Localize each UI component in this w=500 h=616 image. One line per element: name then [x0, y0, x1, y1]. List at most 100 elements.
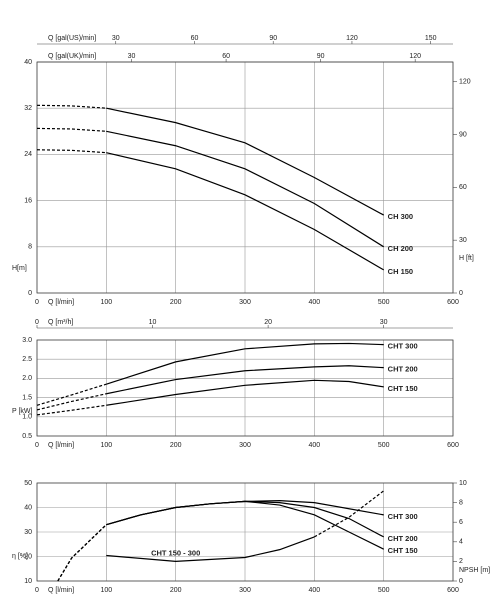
top-axis-tick-label: 30 — [128, 53, 136, 60]
x-tick-label: 400 — [308, 587, 320, 594]
x-tick-label: 400 — [308, 442, 320, 449]
y-tick-label: 8 — [28, 244, 32, 251]
curve — [106, 130, 384, 248]
y-tick-label: 1.5 — [22, 394, 32, 401]
x-tick-label: 100 — [100, 587, 112, 594]
x-tick-label: 600 — [447, 299, 459, 306]
x-tick-label: 300 — [239, 299, 251, 306]
y2-tick-label: 0 — [459, 578, 463, 585]
x-tick-label: 0 — [35, 442, 39, 449]
top-axis-tick-label: 120 — [409, 53, 421, 60]
series-label bold: CHT 150 - 300 — [151, 548, 200, 557]
x-tick-label: 0 — [35, 587, 39, 594]
series-label: CHT 150 — [388, 384, 418, 393]
top-axis-tick-label: 0 — [35, 319, 39, 326]
curve-extrapolated — [36, 383, 107, 406]
x-tick-label: 100 — [100, 442, 112, 449]
y2-tick-label: 30 — [459, 237, 467, 244]
y2-axis-label: H [ft] — [459, 255, 474, 262]
y-tick-label: 40 — [24, 504, 32, 511]
series-label: CH 300 — [388, 212, 413, 221]
y2-tick-label: 2 — [459, 558, 463, 565]
series-label: CHT 150 — [388, 546, 418, 555]
y2-tick-label: 10 — [459, 480, 467, 487]
x-tick-label: 600 — [447, 587, 459, 594]
top-axis-tick-label: 150 — [425, 35, 437, 42]
y-tick-label: 0 — [28, 290, 32, 297]
curve — [106, 536, 315, 563]
x-tick-label: 500 — [378, 442, 390, 449]
y-axis-label: P [kW] — [12, 408, 33, 415]
series-label: CH 200 — [388, 244, 413, 253]
y2-tick-label: 6 — [459, 519, 463, 526]
y-axis-label: η [%] — [12, 553, 28, 560]
curve-extrapolated — [36, 393, 107, 411]
top-axis-tick-label: 90 — [317, 53, 325, 60]
x-tick-label: 500 — [378, 299, 390, 306]
y-tick-label: 2.5 — [22, 356, 32, 363]
y-tick-label: 1.0 — [22, 414, 32, 421]
series-label: CHT 200 — [388, 365, 418, 374]
x-tick-label: 300 — [239, 587, 251, 594]
y2-axis-label: NPSH [m] — [459, 567, 490, 574]
x-tick-label: 0 — [35, 299, 39, 306]
curve — [106, 365, 384, 395]
top-axis-tick-label: 30 — [112, 35, 120, 42]
y-tick-label: 20 — [24, 553, 32, 560]
y2-tick-label: 0 — [459, 290, 463, 297]
curve-extrapolated — [57, 524, 107, 582]
y-tick-label: 32 — [24, 105, 32, 112]
curve-extrapolated — [36, 149, 107, 154]
x-tick-label: 100 — [100, 299, 112, 306]
y-tick-label: 24 — [24, 151, 32, 158]
top-axis-tick-label: 60 — [191, 35, 199, 42]
y-tick-label: 50 — [24, 480, 32, 487]
x-tick-label: 300 — [239, 442, 251, 449]
curve — [106, 342, 384, 385]
top-axis-tick-label: 20 — [264, 319, 272, 326]
curve-extrapolated — [314, 490, 385, 538]
y2-tick-label: 60 — [459, 184, 467, 191]
x-tick-label: 200 — [170, 442, 182, 449]
top-axis-tick-label: 10 — [149, 319, 157, 326]
y-tick-label: 0.5 — [22, 433, 32, 440]
x-axis-label: Q [l/min] — [48, 587, 74, 594]
y2-tick-label: 8 — [459, 499, 463, 506]
top-axis-label: Q [gal(UK)/min] — [48, 53, 96, 60]
x-tick-label: 500 — [378, 587, 390, 594]
series-label: CHT 300 — [388, 512, 418, 521]
curve-extrapolated — [57, 524, 107, 582]
curve-extrapolated — [36, 104, 107, 109]
curve-extrapolated — [36, 127, 107, 132]
x-tick-label: 400 — [308, 299, 320, 306]
curve — [106, 500, 384, 550]
y-tick-label: 16 — [24, 197, 32, 204]
top-axis-tick-label: 120 — [346, 35, 358, 42]
y2-tick-label: 120 — [459, 79, 471, 86]
top-axis-tick-label: 30 — [380, 319, 388, 326]
series-label: CHT 200 — [388, 534, 418, 543]
top-axis-label: Q [gal(US)/min] — [48, 35, 96, 42]
top-axis-tick-label: 90 — [269, 35, 277, 42]
x-axis-label: Q [l/min] — [48, 299, 74, 306]
top-axis-tick-label: 60 — [222, 53, 230, 60]
curve-extrapolated — [36, 404, 107, 416]
y2-tick-label: 90 — [459, 131, 467, 138]
y-tick-label: 40 — [24, 59, 32, 66]
x-tick-label: 600 — [447, 442, 459, 449]
top-axis-label: Q [m³/h] — [48, 319, 73, 326]
series-label: CH 150 — [388, 267, 413, 276]
plot-frame — [36, 339, 454, 437]
x-tick-label: 200 — [170, 299, 182, 306]
curve-extrapolated — [57, 524, 107, 582]
curve — [106, 107, 384, 216]
plot-frame — [36, 482, 454, 582]
y2-tick-label: 4 — [459, 539, 463, 546]
curve — [106, 152, 384, 271]
curve — [106, 379, 384, 406]
y-tick-label: 3.0 — [22, 337, 32, 344]
y-tick-label: 2.0 — [22, 375, 32, 382]
y-axis-label: H[m] — [12, 265, 27, 272]
y-tick-label: 30 — [24, 529, 32, 536]
